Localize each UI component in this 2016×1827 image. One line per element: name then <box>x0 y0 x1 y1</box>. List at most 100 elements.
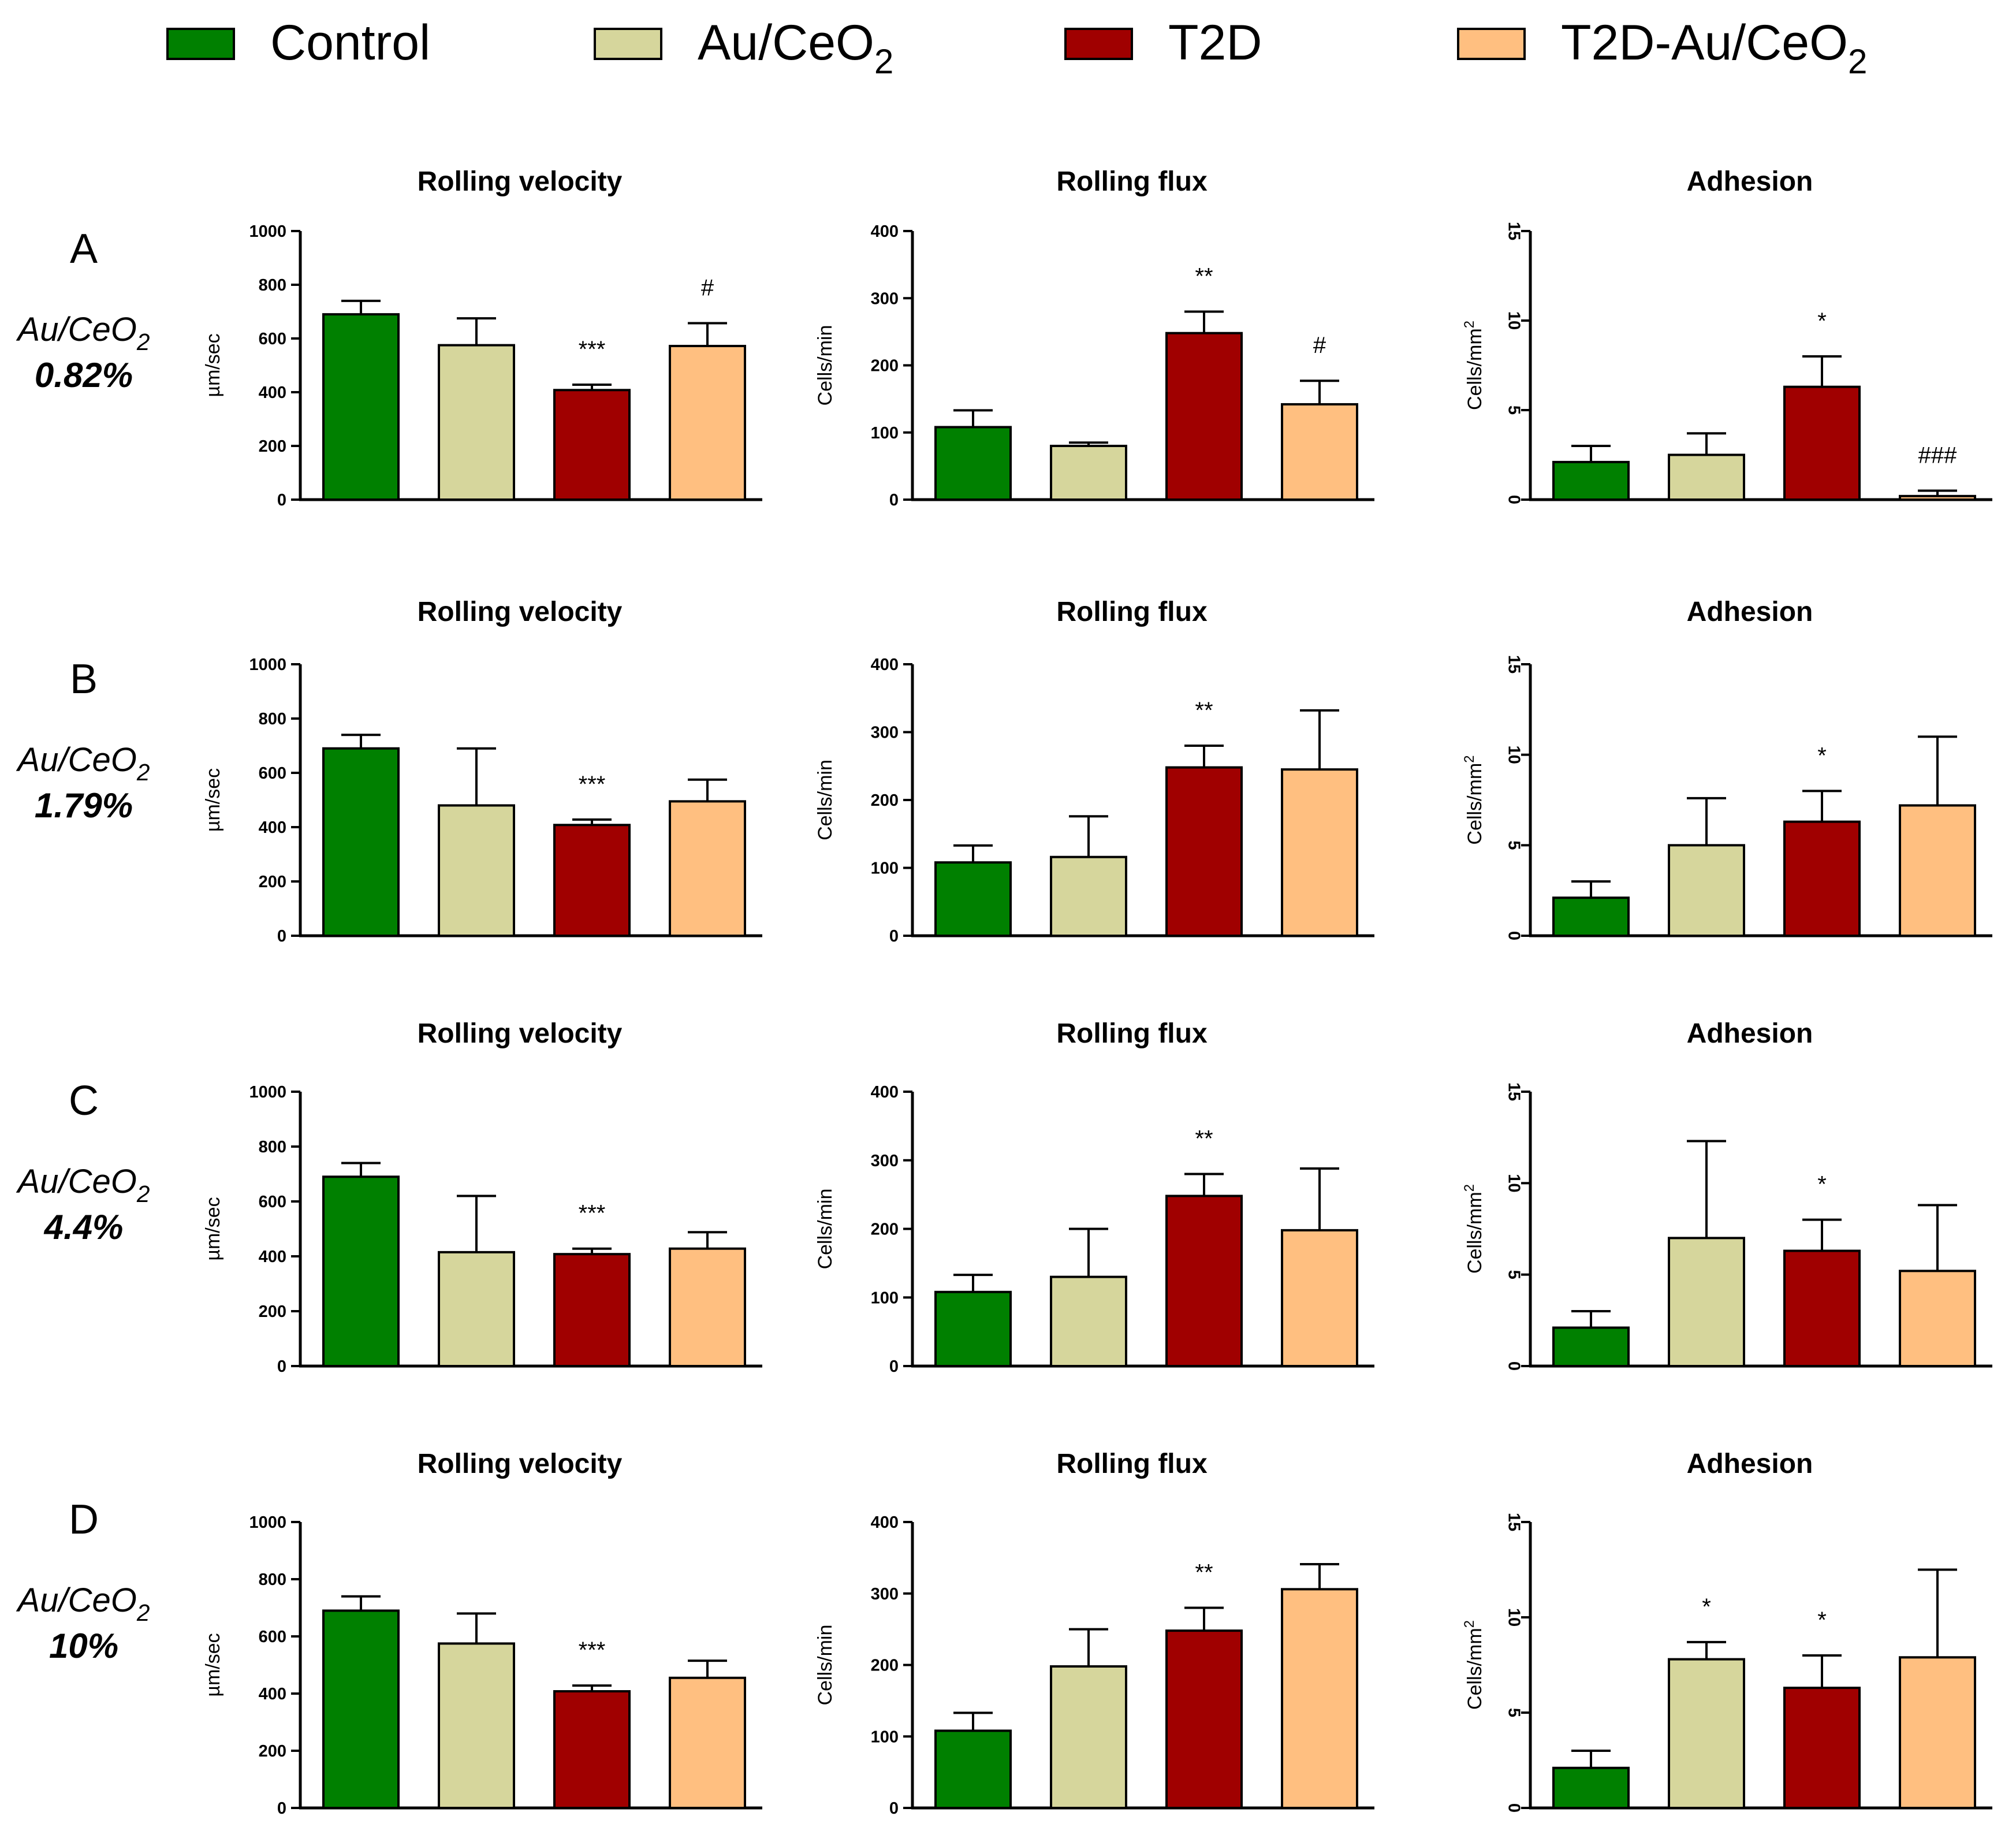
legend-label: Au/CeO2 <box>698 15 893 81</box>
y-axis-label-main: Cells/mm <box>1464 328 1486 410</box>
significance-marker: * <box>1702 1594 1711 1620</box>
y-axis-label-sup: 2 <box>1462 756 1477 763</box>
row-material: Au/CeO2 <box>16 1163 150 1207</box>
y-tick-label: 5 <box>1504 1270 1523 1279</box>
row-loading: 4.4% <box>44 1208 124 1246</box>
y-tick-label: 0 <box>889 927 899 946</box>
bar-control <box>322 747 400 937</box>
bar-au-ceo2 <box>1050 445 1127 501</box>
significance-marker: # <box>1313 333 1326 358</box>
bar-t2d-au-ceo2 <box>1281 768 1358 937</box>
chart-title: Rolling velocity <box>418 1449 623 1479</box>
legend-label-sub: 2 <box>874 42 893 81</box>
legend-label-sub: 2 <box>1848 42 1867 81</box>
chart-B-1: Rolling velocity 0 200 400 600 800 1000 µm/sec *… <box>202 597 762 946</box>
y-tick-label: 0 <box>277 491 286 509</box>
bar-t2d <box>553 1690 631 1810</box>
bar-au-ceo2 <box>1668 453 1745 501</box>
significance-marker: *** <box>579 1638 606 1663</box>
y-tick-label: 200 <box>871 791 899 810</box>
y-tick-label: 10 <box>1504 1608 1523 1627</box>
row-letter: D <box>69 1497 99 1543</box>
bar-control <box>1552 896 1630 937</box>
bar-control <box>934 426 1012 501</box>
chart-title: Adhesion <box>1687 597 1813 627</box>
chart-B-2: Rolling flux 0 100 200 300 400 Cells/min ** <box>814 597 1374 946</box>
legend-swatch <box>1064 28 1133 60</box>
y-axis-label: Cells/min <box>814 325 836 406</box>
chart-title: Rolling velocity <box>418 166 623 197</box>
y-axis-label-main: µm/sec <box>202 1633 224 1696</box>
row-material-main: Au/CeO <box>16 1163 137 1200</box>
row-material-sub: 2 <box>136 1599 150 1626</box>
significance-marker: ** <box>1195 698 1213 723</box>
bar-control <box>1552 460 1630 501</box>
bar-control <box>934 1290 1012 1367</box>
y-axis-label-main: µm/sec <box>202 333 224 397</box>
chart-A-1: Rolling velocity 0 200 400 600 800 1000 µm/sec *… <box>202 166 762 509</box>
bar-t2d <box>1783 1249 1861 1367</box>
y-tick-label: 600 <box>259 1628 286 1646</box>
row-material-sub: 2 <box>136 759 150 786</box>
bar-t2d-au-ceo2 <box>1281 403 1358 501</box>
row-loading: 1.79% <box>35 786 133 825</box>
y-tick-label: 200 <box>871 357 899 375</box>
chart-D-2: Rolling flux 0 100 200 300 400 Cells/min ** <box>814 1449 1374 1818</box>
bar-t2d <box>1165 766 1243 937</box>
chart-C-1: Rolling velocity 0 200 400 600 800 1000 µm/sec *… <box>202 1018 762 1376</box>
y-tick-label: 400 <box>871 1513 899 1532</box>
y-tick-label: 0 <box>277 1357 286 1376</box>
bar-t2d-au-ceo2 <box>1281 1229 1358 1367</box>
bar-au-ceo2 <box>438 1251 515 1367</box>
y-tick-label: 300 <box>871 1585 899 1603</box>
bar-au-ceo2 <box>1050 1665 1127 1810</box>
y-axis-label: µm/sec <box>202 1197 224 1260</box>
chart-D-1: Rolling velocity 0 200 400 600 800 1000 µm/sec *… <box>202 1449 762 1818</box>
y-tick-label: 15 <box>1504 1082 1523 1101</box>
bar-au-ceo2 <box>438 344 515 501</box>
y-tick-label: 100 <box>871 1289 899 1307</box>
y-tick-label: 0 <box>889 1357 899 1376</box>
bar-t2d-au-ceo2 <box>1899 1270 1976 1367</box>
y-tick-label: 400 <box>871 656 899 674</box>
significance-marker: ### <box>1918 443 1957 468</box>
y-axis-label-sup: 2 <box>1462 321 1477 328</box>
bar-t2d <box>553 389 631 501</box>
significance-marker: ** <box>1195 1126 1213 1152</box>
bar-control <box>322 313 400 501</box>
y-tick-label: 200 <box>871 1221 899 1239</box>
y-axis-label: Cells/min <box>814 1625 836 1706</box>
legend-label-main: T2D <box>1168 15 1262 70</box>
chart-title: Rolling flux <box>1056 166 1208 197</box>
y-tick-label: 5 <box>1504 1708 1523 1717</box>
y-axis-label: Cells/min <box>814 760 836 840</box>
chart-title: Rolling velocity <box>418 1018 623 1049</box>
bar-t2d-au-ceo2 <box>1899 1656 1976 1810</box>
row-material-sub: 2 <box>136 329 150 355</box>
y-tick-label: 10 <box>1504 746 1523 764</box>
bar-au-ceo2 <box>1050 855 1127 937</box>
y-tick-label: 200 <box>259 873 286 891</box>
bar-au-ceo2 <box>1668 844 1745 937</box>
bar-control <box>934 1729 1012 1810</box>
row-material: Au/CeO2 <box>16 1582 150 1626</box>
y-axis-label-main: Cells/mm <box>1464 1192 1486 1274</box>
bar-t2d <box>1783 385 1861 501</box>
y-axis-label: Cells/min <box>814 1189 836 1270</box>
row-loading: 0.82% <box>35 356 133 395</box>
y-tick-label: 15 <box>1504 222 1523 240</box>
bar-au-ceo2 <box>1668 1237 1745 1367</box>
chart-title: Rolling velocity <box>418 597 623 627</box>
bar-control <box>322 1175 400 1367</box>
legend-label: Control <box>270 15 430 70</box>
significance-marker: * <box>1817 308 1827 334</box>
legend-label-main: Control <box>270 15 430 70</box>
significance-marker: * <box>1817 1608 1827 1633</box>
chart-A-3: Adhesion 0 5 10 15 Cells/mm2 * ### <box>1462 166 1992 504</box>
y-axis-label-main: µm/sec <box>202 1197 224 1260</box>
bar-t2d-au-ceo2 <box>1899 494 1976 501</box>
y-axis-label-main: µm/sec <box>202 768 224 832</box>
y-tick-label: 1000 <box>249 1513 286 1532</box>
